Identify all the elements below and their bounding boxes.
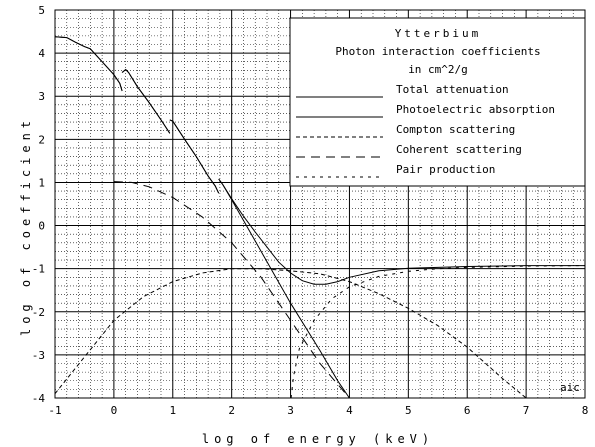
series-photoelectric-absorption <box>54 36 350 399</box>
series-line-total-attenuation <box>218 178 585 285</box>
y-tick-label: 4 <box>38 47 45 60</box>
x-tick-label: 1 <box>169 404 176 417</box>
x-tick-label: 6 <box>464 404 471 417</box>
series-layer <box>54 36 586 399</box>
x-tick-label: 5 <box>405 404 412 417</box>
y-tick-label: -4 <box>32 392 46 405</box>
y-tick-label: 3 <box>38 90 45 103</box>
series-line-photoelectric-absorption <box>169 119 220 194</box>
series-line-pair-production <box>290 265 586 399</box>
legend-subtitle-2: in cm^2/g <box>408 63 468 76</box>
y-tick-label: 1 <box>38 176 45 189</box>
series-line-coherent-scattering <box>113 181 350 399</box>
x-tick-label: 2 <box>228 404 235 417</box>
legend-label: Total attenuation <box>396 83 509 96</box>
credit-label: aic <box>560 381 580 394</box>
x-tick-label: 8 <box>582 404 589 417</box>
plot-frame <box>54 9 586 399</box>
legend-label: Compton scattering <box>396 123 515 136</box>
legend-label: Photoelectric absorption <box>396 103 555 116</box>
series-line-photoelectric-absorption <box>121 68 171 134</box>
series-line-photoelectric-absorption <box>54 36 123 92</box>
x-axis-title: log of energy (keV) <box>202 432 434 446</box>
y-tick-label: -1 <box>32 263 45 276</box>
y-tick-label: 2 <box>38 133 45 146</box>
y-tick-label: -2 <box>32 306 45 319</box>
series-line-photoelectric-absorption <box>218 178 350 399</box>
y-axis-title: log of coefficient <box>19 116 33 336</box>
legend-entries: Total attenuation Photoelectric absorptio… <box>296 83 555 178</box>
series-compton-scattering <box>54 268 527 399</box>
series-line-compton-scattering <box>54 268 527 399</box>
y-tick-label: 5 <box>38 4 45 17</box>
legend-box <box>289 17 586 187</box>
y-tick-label: 0 <box>38 220 45 233</box>
series-line-total-attenuation <box>54 36 123 92</box>
x-tick-label: -1 <box>48 404 61 417</box>
y-tick-label: -3 <box>32 349 45 362</box>
legend-subtitle-1: Photon interaction coefficients <box>335 45 540 58</box>
x-tick-label: 7 <box>523 404 530 417</box>
x-tick-label: 3 <box>287 404 294 417</box>
legend: Ytterbium Photon interaction coefficient… <box>289 17 586 187</box>
series-coherent-scattering <box>113 181 350 399</box>
legend-title: Ytterbium <box>395 27 482 40</box>
tick-labels: -1 0 1 2 3 4 5 6 7 8 5 4 3 2 1 0 -1 -2 -3 -4 <box>32 4 589 417</box>
x-tick-label: 4 <box>346 404 353 417</box>
x-tick-label: 0 <box>111 404 118 417</box>
series-pair-production <box>290 265 586 399</box>
legend-label: Coherent scattering <box>396 143 522 156</box>
legend-label: Pair production <box>396 163 495 176</box>
